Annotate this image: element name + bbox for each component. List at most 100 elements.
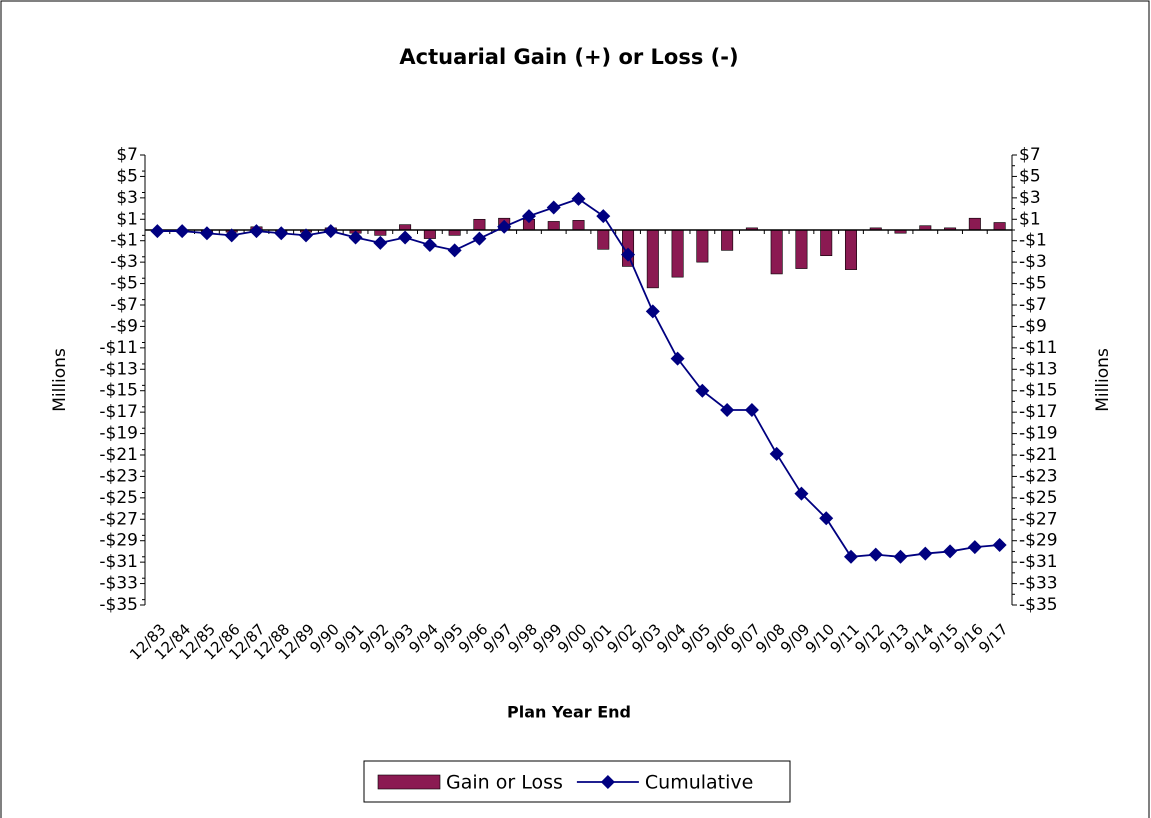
marker — [645, 304, 660, 319]
y-tick-label: -$23 — [99, 466, 138, 486]
bar — [646, 229, 659, 289]
marker — [546, 200, 561, 215]
y-tick-label: -$5 — [110, 274, 138, 294]
bar — [597, 229, 610, 250]
marker — [621, 247, 636, 262]
marker — [274, 226, 289, 241]
marker — [893, 549, 908, 564]
y-tick-label: -$27 — [99, 509, 138, 529]
chart-title: Actuarial Gain (+) or Loss (-) — [399, 45, 738, 69]
marker — [249, 224, 264, 239]
marker — [918, 546, 933, 561]
bar — [795, 229, 808, 269]
bar — [671, 229, 684, 278]
y2-tick-label: -$31 — [1019, 552, 1058, 572]
y-tick-label: $7 — [116, 145, 138, 165]
y2-tick-label: -$9 — [1019, 316, 1047, 336]
y-tick-label: -$15 — [99, 381, 138, 401]
y2-tick-label: -$17 — [1019, 402, 1058, 422]
x-axis-title: Plan Year End — [507, 703, 631, 722]
y2-tick-label: -$13 — [1019, 359, 1058, 379]
bar — [721, 229, 734, 251]
marker — [521, 209, 536, 224]
bar — [399, 224, 412, 231]
y-tick-label: -$25 — [99, 488, 138, 508]
marker — [323, 224, 338, 239]
y-tick-label: -$29 — [99, 531, 138, 551]
marker — [175, 224, 190, 239]
marker — [744, 403, 759, 417]
y-tick-label: -$21 — [99, 445, 138, 465]
y2-tick-label: -$21 — [1019, 445, 1058, 465]
y-tick-label: -$17 — [99, 402, 138, 422]
y-tick-label: -$7 — [110, 295, 138, 315]
legend-swatch — [377, 774, 441, 790]
marker — [373, 235, 388, 250]
marker — [819, 511, 834, 526]
y2-tick-label: $3 — [1019, 188, 1041, 208]
bar — [423, 229, 436, 239]
bar — [844, 229, 857, 270]
marker — [571, 191, 586, 206]
y-tick-label: -$31 — [99, 552, 138, 572]
y-axis-title: Millions — [50, 348, 70, 412]
bar — [473, 218, 486, 231]
y2-tick-label: -$5 — [1019, 274, 1047, 294]
marker — [868, 547, 883, 562]
marker — [794, 486, 809, 501]
marker — [967, 540, 982, 555]
y-tick-label: -$19 — [99, 424, 138, 444]
marker — [720, 403, 735, 417]
y2-tick-label: -$23 — [1019, 466, 1058, 486]
legend-marker — [600, 775, 615, 789]
marker — [596, 209, 611, 224]
y2-axis-title: Millions — [1093, 348, 1113, 412]
bar — [820, 229, 833, 257]
bar — [968, 217, 981, 231]
y2-tick-label: -$33 — [1019, 574, 1058, 594]
marker — [224, 228, 239, 243]
marker — [943, 544, 958, 559]
marker — [150, 224, 165, 239]
y2-tick-label: -$3 — [1019, 252, 1047, 272]
y-tick-label: $3 — [116, 188, 138, 208]
marker — [299, 228, 314, 243]
legend-label: Gain or Loss — [446, 772, 563, 794]
marker — [472, 231, 487, 246]
marker — [497, 219, 512, 234]
y-tick-label: $1 — [116, 209, 138, 229]
y2-tick-label: $1 — [1019, 209, 1041, 229]
y-tick-label: -$1 — [110, 231, 138, 251]
y2-tick-label: -$29 — [1019, 531, 1058, 551]
y2-tick-label: -$25 — [1019, 488, 1058, 508]
bar — [572, 220, 585, 231]
y-tick-label: -$35 — [99, 595, 138, 615]
y2-tick-label: -$27 — [1019, 509, 1058, 529]
bar — [770, 229, 783, 275]
y2-tick-label: -$35 — [1019, 595, 1058, 615]
y2-tick-label: $7 — [1019, 145, 1041, 165]
marker — [199, 226, 214, 241]
y2-tick-label: -$19 — [1019, 424, 1058, 444]
y-tick-label: -$11 — [99, 338, 138, 358]
y-tick-label: -$9 — [110, 316, 138, 336]
marker — [348, 230, 363, 245]
marker — [769, 446, 784, 461]
y-tick-label: -$3 — [110, 252, 138, 272]
marker — [670, 351, 685, 366]
bar — [374, 229, 387, 236]
legend-label: Cumulative — [645, 772, 753, 794]
bar — [448, 229, 461, 236]
y2-tick-label: $5 — [1019, 166, 1041, 186]
bar — [547, 221, 560, 231]
y2-tick-label: -$11 — [1019, 338, 1058, 358]
y-tick-label: $5 — [116, 166, 138, 186]
bar — [993, 222, 1006, 231]
marker — [843, 549, 858, 564]
y2-tick-label: -$7 — [1019, 295, 1047, 315]
y2-tick-label: -$15 — [1019, 381, 1058, 401]
y-tick-label: -$13 — [99, 359, 138, 379]
y-tick-label: -$33 — [99, 574, 138, 594]
